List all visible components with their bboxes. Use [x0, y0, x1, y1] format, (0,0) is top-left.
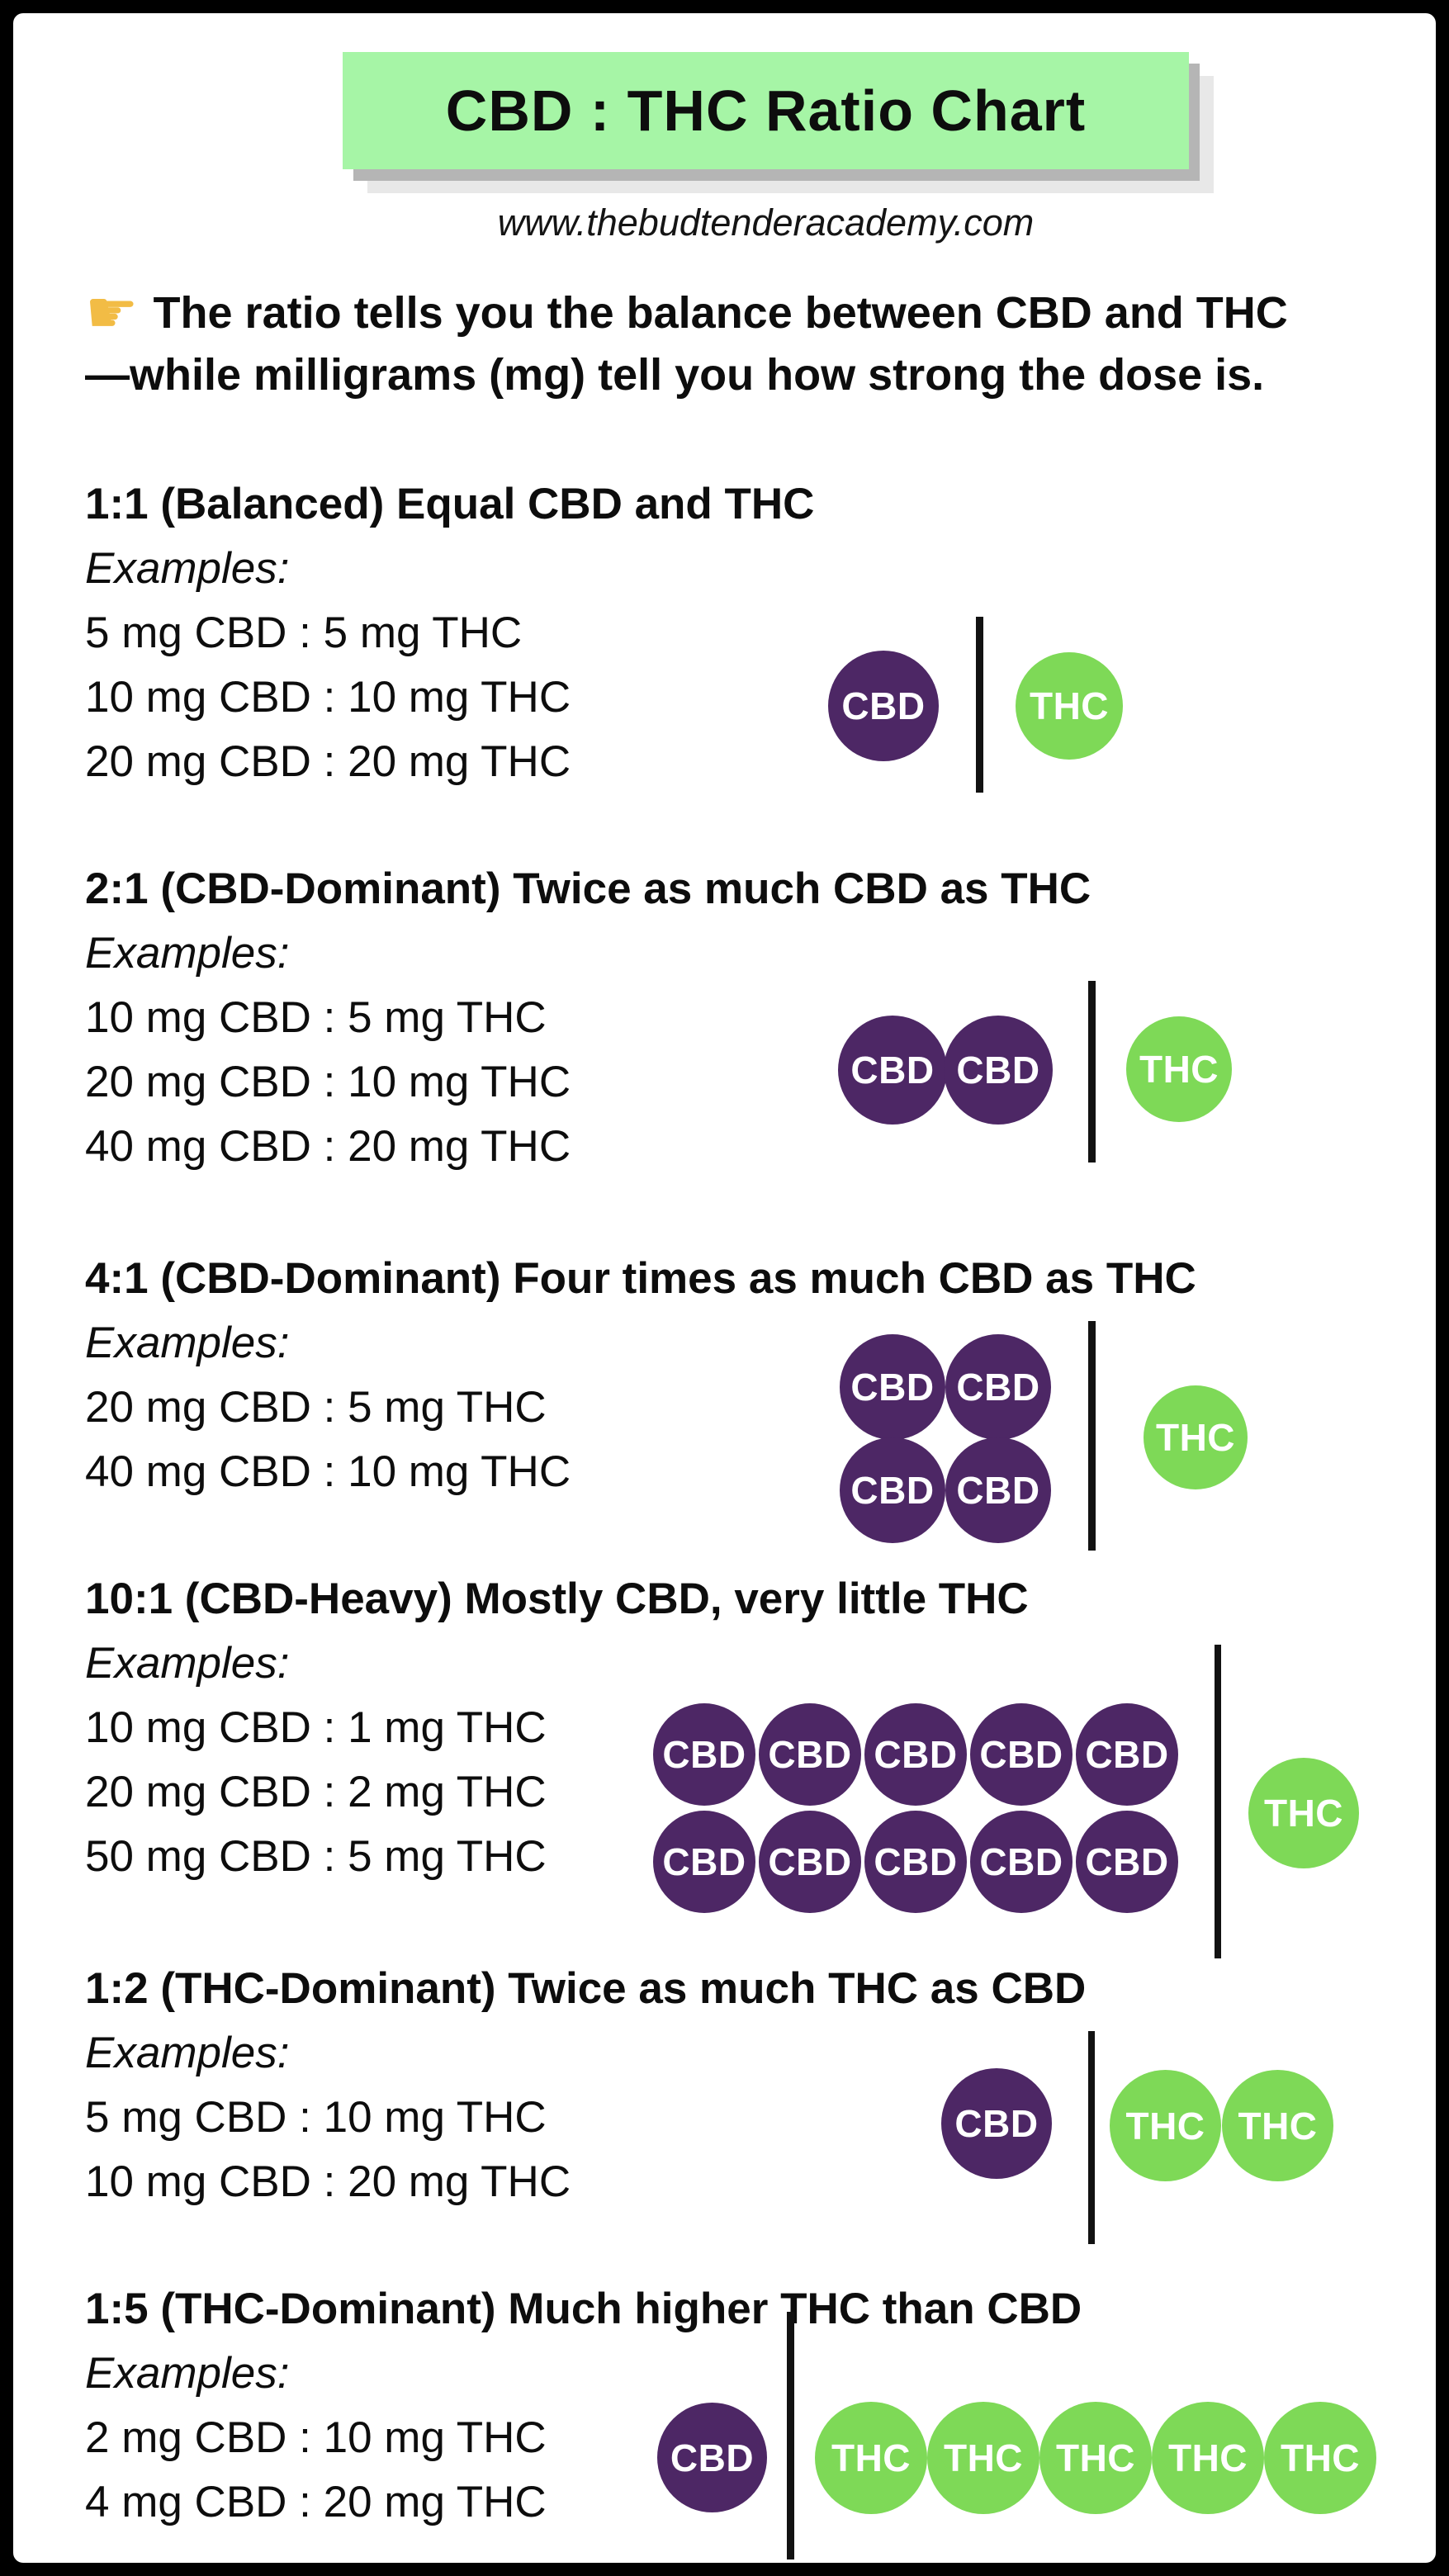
divider-line [1215, 1645, 1221, 1958]
cbd-circle: CBD [970, 1703, 1073, 1806]
section-heading-1-1: 1:1 (Balanced) Equal CBD and THC [85, 479, 815, 528]
cbd-circle: CBD [657, 2403, 767, 2512]
pointing-hand-icon: ☛ [85, 280, 139, 346]
thc-circle: THC [1039, 2402, 1152, 2514]
examples-label: Examples: [85, 1638, 290, 1688]
cbd-circle: CBD [944, 1016, 1053, 1125]
title-box: CBD : THC Ratio Chart [343, 52, 1189, 169]
cbd-circle: CBD [945, 1437, 1051, 1543]
thc-circle: THC [1264, 2402, 1376, 2514]
example-line: 40 mg CBD : 10 mg THC [85, 1447, 571, 1496]
example-line: 10 mg CBD : 20 mg THC [85, 2157, 571, 2206]
divider-line [976, 617, 983, 793]
examples-label: Examples: [85, 928, 290, 978]
example-line: 10 mg CBD : 5 mg THC [85, 992, 547, 1042]
example-line: 20 mg CBD : 2 mg THC [85, 1767, 547, 1816]
divider-line [1088, 1321, 1096, 1551]
page-title: CBD : THC Ratio Chart [445, 78, 1087, 143]
example-line: 20 mg CBD : 20 mg THC [85, 736, 571, 786]
example-line: 5 mg CBD : 5 mg THC [85, 608, 523, 657]
example-line: 2 mg CBD : 10 mg THC [85, 2413, 547, 2462]
thc-circle: THC [927, 2402, 1039, 2514]
cbd-circle: CBD [759, 1811, 861, 1913]
thc-circle: THC [1248, 1758, 1359, 1868]
cbd-circle: CBD [759, 1703, 861, 1806]
examples-label: Examples: [85, 2028, 290, 2077]
cbd-circle: CBD [838, 1016, 947, 1125]
example-line: 5 mg CBD : 10 mg THC [85, 2092, 547, 2142]
divider-line [1088, 981, 1096, 1163]
thc-circle: THC [1016, 652, 1123, 760]
example-line: 4 mg CBD : 20 mg THC [85, 2477, 547, 2526]
cbd-circle: CBD [1076, 1703, 1178, 1806]
cbd-circle: CBD [840, 1334, 945, 1440]
section-heading-1-2: 1:2 (THC-Dominant) Twice as much THC as … [85, 1963, 1087, 2013]
cbd-circle: CBD [840, 1437, 945, 1543]
cbd-circle: CBD [864, 1703, 967, 1806]
cbd-circle: CBD [1076, 1811, 1178, 1913]
divider-line [787, 2312, 794, 2559]
cbd-circle: CBD [945, 1334, 1051, 1440]
example-line: 10 mg CBD : 1 mg THC [85, 1702, 547, 1752]
example-line: 40 mg CBD : 20 mg THC [85, 1121, 571, 1171]
cbd-circle: CBD [653, 1811, 755, 1913]
section-heading-4-1: 4:1 (CBD-Dominant) Four times as much CB… [85, 1253, 1196, 1303]
thc-circle: THC [815, 2402, 927, 2514]
examples-label: Examples: [85, 2348, 290, 2398]
example-line: 20 mg CBD : 5 mg THC [85, 1382, 547, 1432]
thc-circle: THC [1152, 2402, 1264, 2514]
divider-line [1088, 2031, 1095, 2244]
thc-circle: THC [1126, 1016, 1232, 1122]
cbd-circle: CBD [864, 1811, 967, 1913]
intro-text-2: —while milligrams (mg) tell you how stro… [85, 350, 1265, 400]
cbd-circle: CBD [828, 651, 939, 761]
section-heading-10-1: 10:1 (CBD-Heavy) Mostly CBD, very little… [85, 1574, 1029, 1623]
website-url: www.thebudtenderacademy.com [497, 201, 1035, 244]
cbd-circle: CBD [970, 1811, 1073, 1913]
intro-text-1: The ratio tells you the balance between … [153, 288, 1288, 338]
example-line: 50 mg CBD : 5 mg THC [85, 1831, 547, 1881]
example-line: 20 mg CBD : 10 mg THC [85, 1057, 571, 1106]
cbd-circle: CBD [941, 2068, 1052, 2179]
section-heading-2-1: 2:1 (CBD-Dominant) Twice as much CBD as … [85, 864, 1091, 913]
cbd-circle: CBD [653, 1703, 755, 1806]
examples-label: Examples: [85, 1318, 290, 1367]
example-line: 10 mg CBD : 10 mg THC [85, 672, 571, 722]
section-heading-1-5: 1:5 (THC-Dominant) Much higher THC than … [85, 2284, 1082, 2333]
intro-line-2: —while milligrams (mg) tell you how stro… [85, 342, 1390, 408]
thc-circle: THC [1110, 2070, 1221, 2181]
intro-line-1: ☛ The ratio tells you the balance betwee… [85, 280, 1390, 346]
thc-circle: THC [1222, 2070, 1333, 2181]
thc-circle: THC [1144, 1385, 1248, 1489]
examples-label: Examples: [85, 543, 290, 593]
